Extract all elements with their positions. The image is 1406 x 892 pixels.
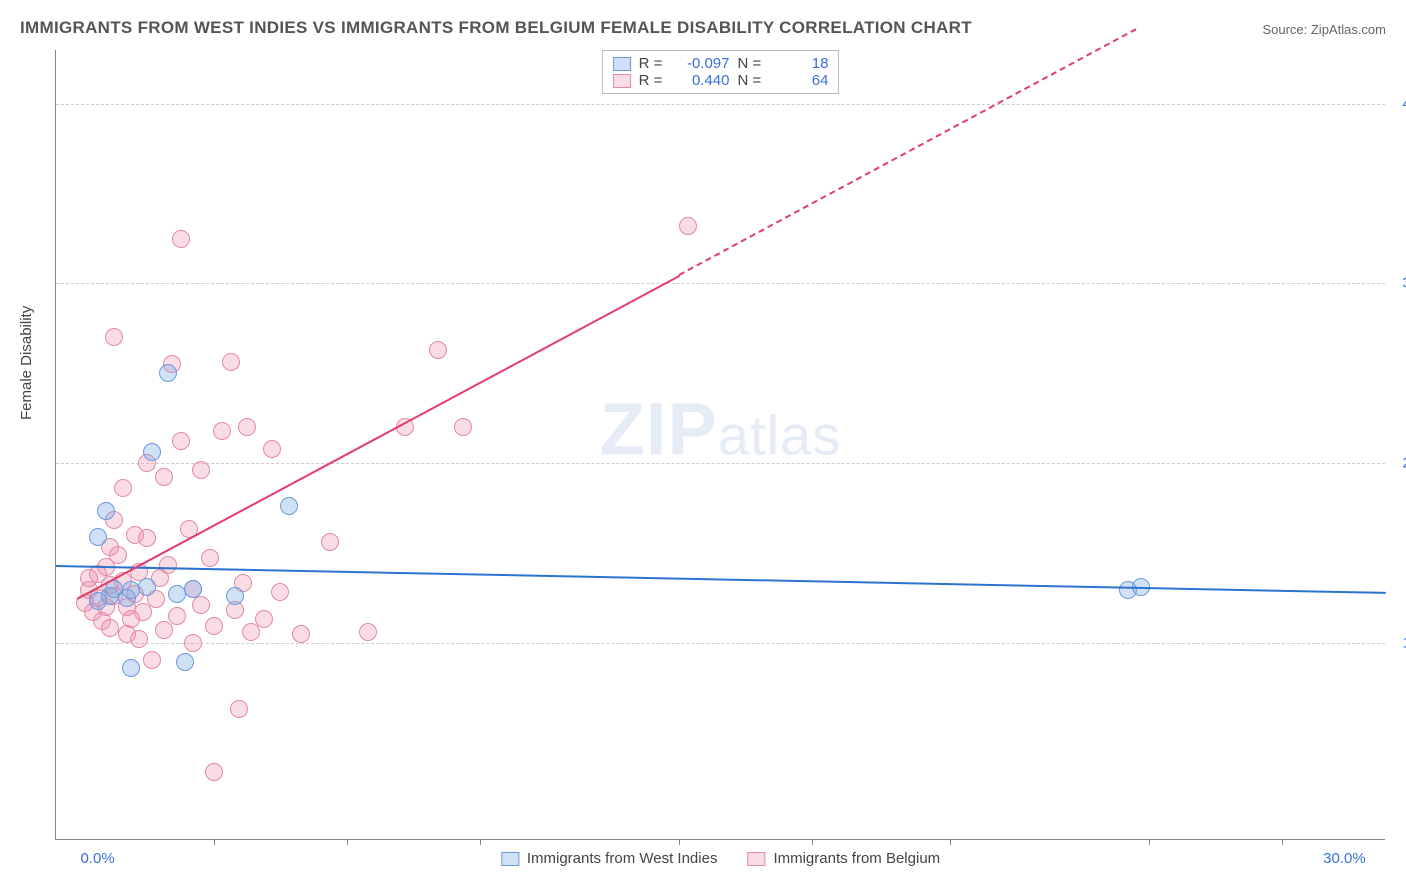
y-tick-label: 40.0% [1395,95,1406,112]
watermark-atlas: atlas [718,403,841,466]
source-attribution: Source: ZipAtlas.com [1262,22,1386,37]
blue-marker [143,443,161,461]
pink-marker [429,341,447,359]
gridline-h [56,104,1385,105]
source-value: ZipAtlas.com [1311,22,1386,37]
r-value-pink: 0.440 [675,72,730,89]
r-label: R = [639,55,667,72]
legend-label-blue: Immigrants from West Indies [527,850,718,867]
pink-marker [263,440,281,458]
pink-marker [172,432,190,450]
y-tick-label: 20.0% [1395,454,1406,471]
blue-marker [97,502,115,520]
blue-marker [122,659,140,677]
x-tick-label: 30.0% [1323,850,1366,867]
n-label: N = [738,55,766,72]
pink-marker [222,353,240,371]
pink-marker [201,549,219,567]
gridline-h [56,463,1385,464]
trendline-blue [56,565,1386,594]
trendline-pink [76,275,680,600]
pink-marker [192,461,210,479]
legend-row-blue: R = -0.097 N = 18 [613,55,829,72]
r-value-blue: -0.097 [675,55,730,72]
watermark: ZIPatlas [600,386,841,471]
x-minor-tick [214,839,215,845]
blue-marker [159,364,177,382]
legend-row-pink: R = 0.440 N = 64 [613,72,829,89]
pink-marker [213,422,231,440]
gridline-h [56,283,1385,284]
blue-marker [138,578,156,596]
legend-correlation: R = -0.097 N = 18 R = 0.440 N = 64 [602,50,840,94]
watermark-zip: ZIP [600,387,718,470]
pink-marker [168,607,186,625]
pink-marker [138,529,156,547]
x-minor-tick [347,839,348,845]
x-tick-label: 0.0% [80,850,114,867]
x-minor-tick [1149,839,1150,845]
pink-marker [321,533,339,551]
y-tick-label: 30.0% [1395,275,1406,292]
x-minor-tick [679,839,680,845]
source-label: Source: [1262,22,1310,37]
pink-marker [101,619,119,637]
pink-marker [114,479,132,497]
pink-marker [255,610,273,628]
pink-marker [155,621,173,639]
pink-marker [143,651,161,669]
pink-marker [172,230,190,248]
r-label: R = [639,72,667,89]
blue-marker [168,585,186,603]
x-minor-tick [950,839,951,845]
pink-marker [105,328,123,346]
legend-label-pink: Immigrants from Belgium [773,850,940,867]
pink-marker [454,418,472,436]
swatch-blue-icon [613,57,631,71]
x-minor-tick [1282,839,1283,845]
x-minor-tick [480,839,481,845]
pink-marker [230,700,248,718]
n-value-pink: 64 [773,72,828,89]
pink-marker [271,583,289,601]
pink-marker [109,546,127,564]
pink-marker [292,625,310,643]
blue-marker [89,528,107,546]
pink-marker [238,418,256,436]
legend-item-pink: Immigrants from Belgium [747,850,940,867]
pink-marker [155,468,173,486]
chart-title: IMMIGRANTS FROM WEST INDIES VS IMMIGRANT… [20,18,972,38]
pink-marker [205,763,223,781]
y-axis-label: Female Disability [18,306,35,420]
pink-marker [130,630,148,648]
gridline-h [56,643,1385,644]
swatch-pink-icon [613,74,631,88]
x-minor-tick [812,839,813,845]
pink-marker [359,623,377,641]
y-tick-label: 10.0% [1395,634,1406,651]
blue-marker [280,497,298,515]
swatch-blue-icon [501,852,519,866]
swatch-pink-icon [747,852,765,866]
blue-marker [226,587,244,605]
blue-marker [122,581,140,599]
plot-area: ZIPatlas R = -0.097 N = 18 R = 0.440 N =… [55,50,1385,840]
pink-marker [159,556,177,574]
legend-item-blue: Immigrants from West Indies [501,850,718,867]
pink-marker [205,617,223,635]
blue-marker [176,653,194,671]
pink-marker [192,596,210,614]
n-label: N = [738,72,766,89]
pink-marker [184,634,202,652]
n-value-blue: 18 [773,55,828,72]
blue-marker [184,580,202,598]
pink-marker [679,217,697,235]
legend-series: Immigrants from West Indies Immigrants f… [501,850,940,867]
